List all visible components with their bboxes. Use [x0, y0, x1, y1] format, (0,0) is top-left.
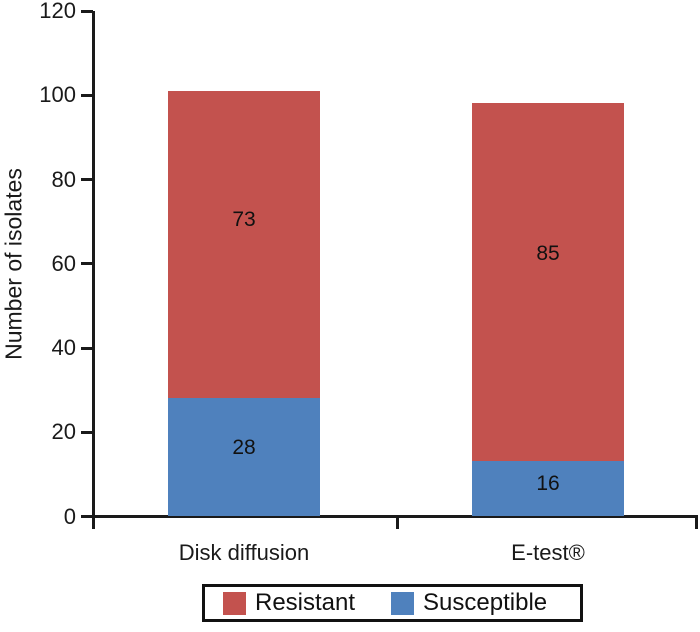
y-axis-tick [81, 262, 93, 266]
y-axis-tick [81, 515, 93, 518]
y-axis-tick-label: 60 [51, 250, 76, 276]
legend-item-resistant: Resistant [223, 591, 355, 615]
value-label: 73 [232, 207, 256, 231]
y-axis-tick-label: 100 [39, 82, 76, 108]
bar-segment-susceptible: 16 [472, 461, 624, 516]
y-axis-tick-label: 20 [51, 419, 76, 445]
bar-1: 73 28 [168, 90, 320, 516]
bar-2: 85 16 [472, 103, 624, 516]
y-axis-tick-label: 40 [51, 335, 76, 360]
y-axis-tick [81, 346, 93, 350]
bar-segment-susceptible: 28 [168, 398, 320, 516]
y-axis-tick [81, 9, 93, 13]
x-axis-tick-mid [396, 515, 399, 529]
legend-item-susceptible: Susceptible [391, 591, 547, 615]
y-axis-tick-label: 80 [51, 166, 76, 192]
y-axis-tick-label: 120 [39, 0, 76, 23]
y-axis-tick [81, 93, 93, 97]
y-axis-tick-label: 0 [63, 503, 76, 529]
legend-label-resistant: Resistant [255, 589, 356, 616]
y-axis-tick [81, 178, 93, 181]
bar-segment-resistant: 73 [168, 90, 320, 399]
legend-swatch-susceptible [391, 591, 415, 615]
x-axis-tick-end [695, 515, 698, 529]
x-axis-line [92, 515, 698, 518]
value-label: 28 [232, 435, 256, 459]
value-label: 85 [536, 241, 560, 265]
legend-label-susceptible: Susceptible [423, 589, 548, 616]
y-axis-tick [81, 430, 93, 434]
y-axis-line [92, 11, 95, 529]
bar-segment-resistant: 85 [472, 103, 624, 462]
value-label: 16 [536, 472, 560, 496]
category-label: E-test® [511, 540, 585, 565]
category-label: Disk diffusion [178, 540, 310, 565]
legend-swatch-resistant [223, 591, 246, 615]
legend-box: Resistant Susceptible [202, 584, 583, 622]
